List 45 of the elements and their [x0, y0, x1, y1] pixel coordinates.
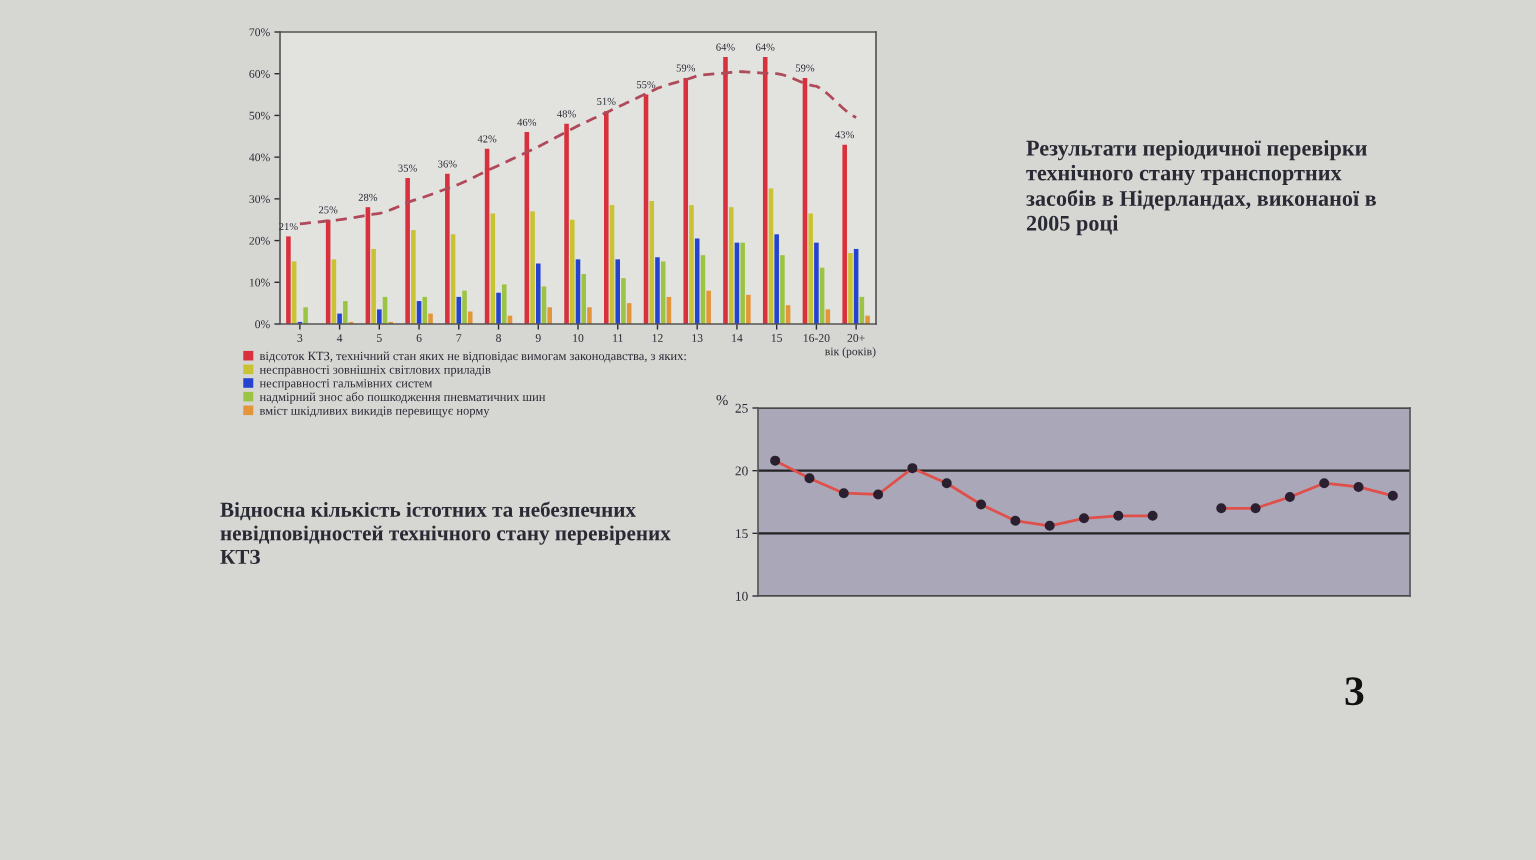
bar [422, 296, 428, 324]
bar [462, 290, 467, 324]
text: 3 [1345, 677, 1364, 706]
bar [535, 263, 541, 324]
bar [343, 301, 348, 324]
bar [621, 278, 626, 324]
bar [683, 77, 689, 324]
bar [762, 57, 768, 324]
bar [337, 313, 342, 324]
bar [865, 315, 870, 324]
bar [286, 236, 291, 324]
bar [615, 259, 621, 324]
bar [808, 213, 813, 324]
bar [530, 211, 535, 324]
bar [377, 309, 382, 324]
bar [428, 313, 433, 324]
bar [740, 242, 745, 324]
bar [569, 219, 575, 324]
bar [581, 273, 587, 324]
bar [814, 242, 819, 324]
bar [848, 253, 853, 324]
bar [496, 292, 501, 324]
bar [604, 111, 609, 324]
bar [774, 234, 779, 324]
text: Відносна кількість істотних та небезпечних невідповідностей технічного стану перевірених КТЗ [220, 501, 671, 564]
bar [723, 57, 728, 324]
bar [445, 173, 450, 324]
bar [780, 255, 785, 324]
bar [411, 230, 416, 324]
bar [564, 123, 569, 324]
bar [746, 294, 751, 324]
bar [689, 205, 694, 324]
bar [303, 307, 308, 324]
bar [547, 307, 552, 324]
bar [467, 311, 473, 324]
text: Результати періодичної перевірки технічного стану транспортних засобів в Нідерландах, виконаної в 2005 році [1026, 140, 1377, 236]
bar [706, 290, 711, 324]
bar [655, 257, 660, 324]
bar [587, 307, 592, 324]
bar [371, 248, 376, 324]
bar [649, 200, 655, 324]
bar [728, 207, 734, 324]
bar [501, 284, 507, 324]
bar [842, 144, 847, 324]
bar [405, 178, 410, 324]
